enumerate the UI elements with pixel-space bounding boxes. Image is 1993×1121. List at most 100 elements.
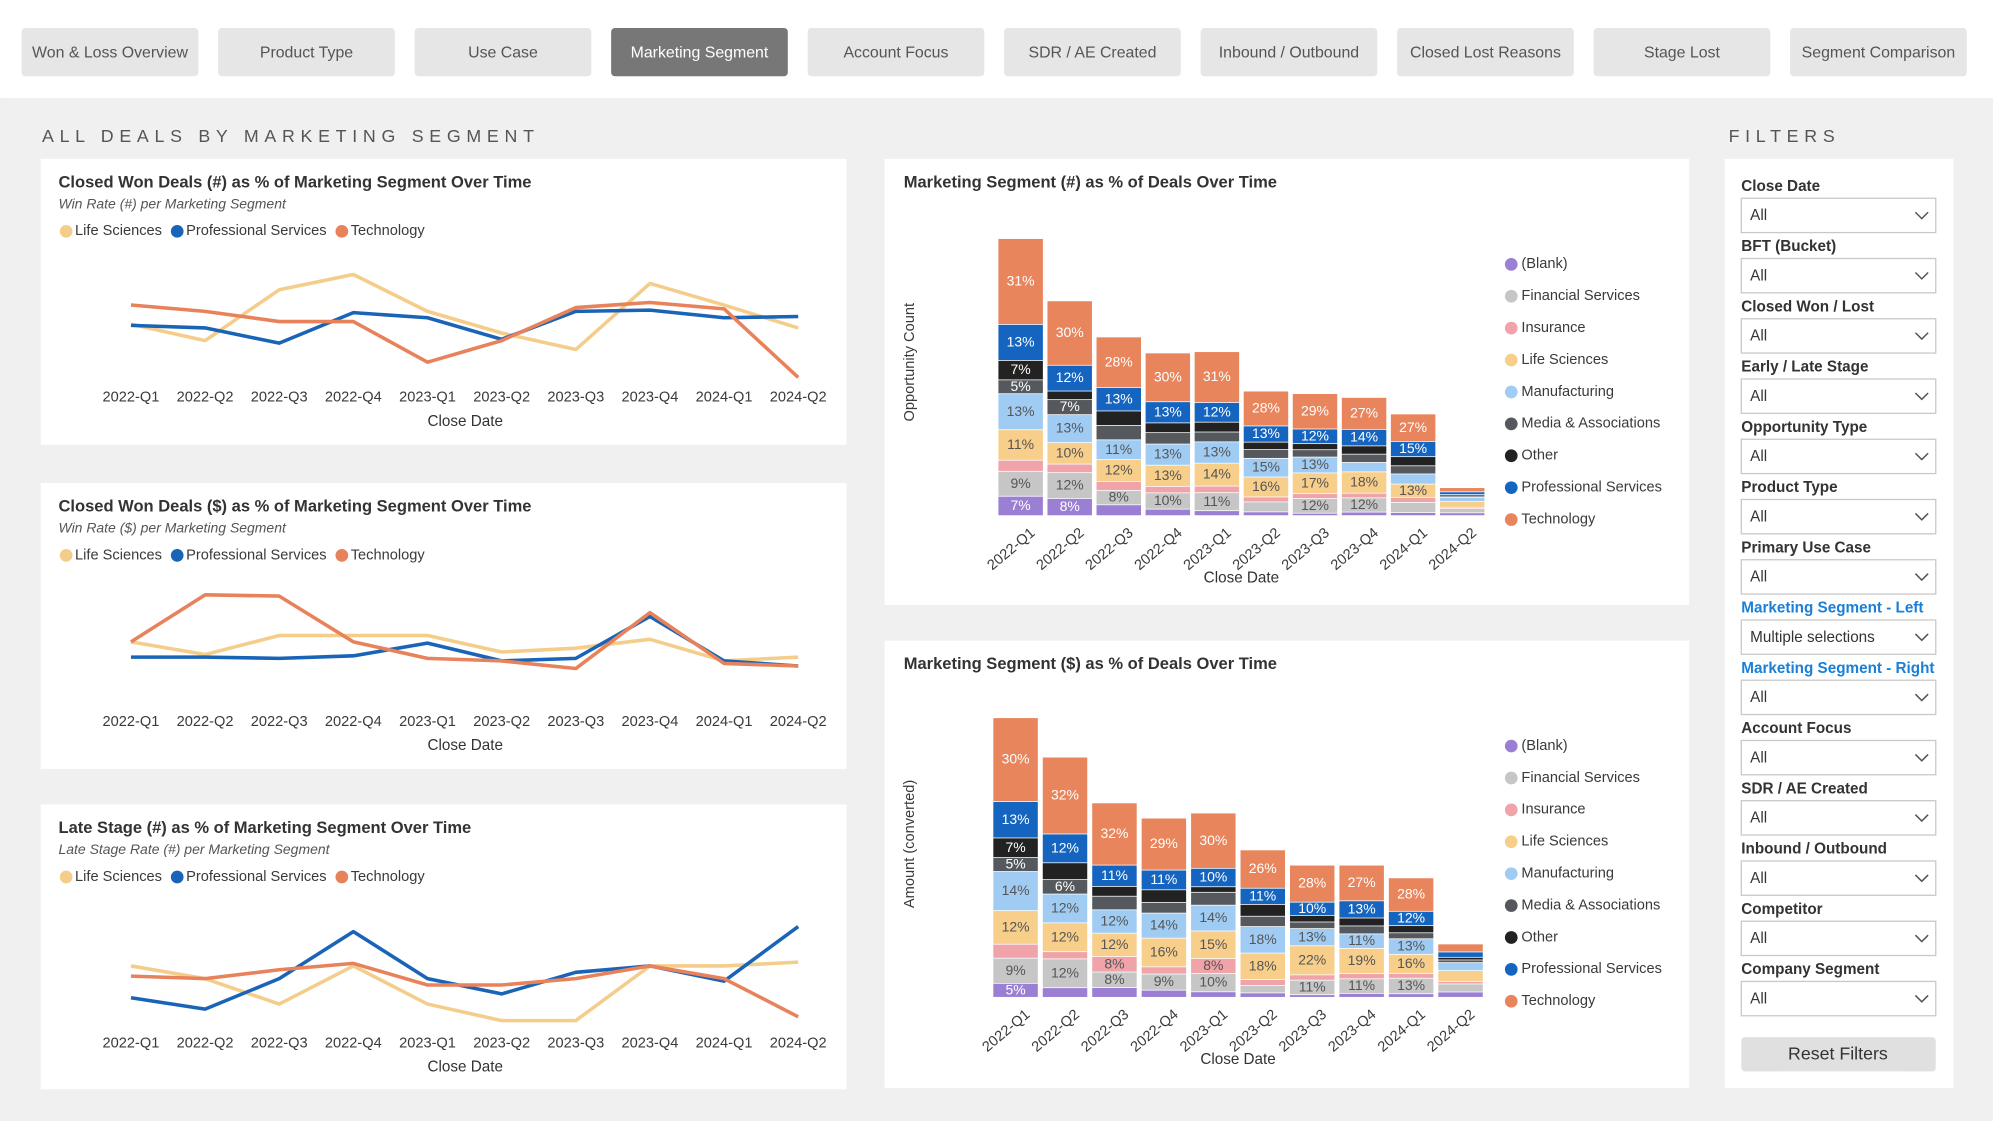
chart-subtitle: Win Rate (#) per Marketing Segment (59, 195, 287, 211)
legend-label: Life Sciences (75, 223, 162, 239)
x-tick-label: 2022-Q4 (325, 1035, 382, 1051)
data-label: 13% (1348, 901, 1376, 917)
tab[interactable] (218, 27, 395, 77)
bar-segment (1047, 464, 1092, 473)
tab-label[interactable]: Marketing Segment (631, 45, 769, 62)
tab[interactable] (1790, 27, 1967, 77)
filter-dropdown[interactable] (1740, 619, 1937, 655)
filter-value[interactable]: All (1750, 508, 1767, 525)
legend-label: Media & Associations (1521, 897, 1660, 913)
bar-segment (1339, 934, 1384, 949)
filter-dropdown[interactable] (1740, 257, 1937, 294)
data-label: 9% (1011, 475, 1031, 491)
bar-segment (1341, 429, 1387, 446)
legend-label: (Blank) (1521, 738, 1567, 754)
filter-value[interactable]: All (1750, 328, 1767, 345)
tab[interactable] (414, 27, 592, 77)
data-label: 18% (1249, 957, 1277, 973)
bar-segment (1145, 493, 1191, 509)
line-series (130, 961, 800, 1019)
tab[interactable] (1004, 27, 1181, 77)
filter-dropdown[interactable] (1740, 498, 1937, 535)
bar-segment (1141, 913, 1187, 938)
tab[interactable] (1397, 27, 1574, 77)
bar-segment (1096, 440, 1142, 460)
bar-segment (1191, 973, 1236, 992)
bar-segment (1438, 960, 1483, 963)
filter-dropdown[interactable] (1740, 860, 1937, 896)
bar-segment (1141, 990, 1187, 997)
filter-dropdown[interactable] (1740, 739, 1937, 776)
bar-segment (1042, 834, 1088, 863)
data-label: 11% (1105, 441, 1132, 457)
filter-value[interactable]: All (1750, 810, 1767, 827)
bar-segment (998, 360, 1043, 380)
tab-label[interactable]: Won & Loss Overview (32, 45, 188, 62)
card (40, 482, 847, 769)
data-label: 16% (1150, 944, 1178, 960)
legend-label: Life Sciences (1521, 352, 1608, 368)
filter-dropdown[interactable] (1740, 800, 1937, 836)
filter-dropdown[interactable] (1740, 920, 1937, 957)
filter-value[interactable]: All (1750, 388, 1767, 405)
data-label: 11% (1150, 871, 1177, 887)
dropdown-chevron (1914, 633, 1929, 642)
filter-value[interactable]: All (1750, 749, 1767, 766)
data-label: 13% (1007, 334, 1035, 350)
legend-label: Life Sciences (75, 547, 162, 563)
filter-dropdown[interactable] (1740, 679, 1937, 716)
bar-segment (1096, 505, 1142, 516)
filter-dropdown[interactable] (1740, 197, 1937, 234)
filter-value[interactable]: Multiple selections (1750, 629, 1875, 646)
filter-dropdown[interactable] (1740, 559, 1937, 595)
bar-segment (1388, 911, 1434, 926)
tab-label[interactable]: Account Focus (843, 45, 948, 62)
tab[interactable] (807, 27, 985, 77)
filter-dropdown[interactable] (1740, 980, 1937, 1017)
data-label: 12% (1301, 497, 1329, 513)
tab-label[interactable]: Stage Lost (1644, 45, 1720, 62)
bar-segment (993, 838, 1038, 858)
tab[interactable] (1200, 27, 1378, 77)
filter-value[interactable]: All (1750, 689, 1767, 706)
reset-label[interactable]: Reset Filters (1788, 1044, 1888, 1064)
tab[interactable] (21, 27, 199, 77)
filter-label: Opportunity Type (1741, 419, 1867, 436)
tab[interactable] (611, 27, 788, 77)
bar-segment (1390, 457, 1436, 466)
filter-dropdown[interactable] (1740, 318, 1937, 354)
filter-value[interactable]: All (1750, 267, 1767, 284)
filter-value[interactable]: All (1750, 207, 1767, 224)
tab-label[interactable]: Product Type (260, 45, 353, 62)
tab-label[interactable]: Use Case (468, 45, 538, 62)
filter-value[interactable]: All (1750, 569, 1767, 586)
filter-dropdown[interactable] (1740, 378, 1937, 414)
reset-button[interactable] (1741, 1037, 1936, 1072)
filter-value[interactable]: All (1750, 870, 1767, 887)
x-tick-label: 2023-Q3 (547, 714, 604, 730)
tab-label[interactable]: SDR / AE Created (1028, 45, 1156, 62)
bar-segment (1042, 952, 1088, 959)
x-tick-label: 2022-Q2 (177, 1035, 234, 1051)
card (40, 804, 847, 1090)
bar-segment (1047, 365, 1092, 391)
filter-value[interactable]: All (1750, 930, 1767, 947)
bar-segment (1292, 394, 1338, 429)
data-label: 13% (1154, 467, 1182, 483)
filter-value[interactable]: All (1750, 448, 1767, 465)
tab-label[interactable]: Segment Comparison (1802, 45, 1956, 62)
bar-segment (993, 944, 1038, 958)
x-tick-label: 2022-Q2 (177, 714, 234, 730)
data-label: 28% (1397, 886, 1425, 902)
filter-dropdown[interactable] (1740, 438, 1937, 475)
bar-segment (998, 460, 1043, 471)
tab[interactable] (1593, 27, 1771, 77)
bar-segment (1191, 892, 1236, 905)
filter-label: Inbound / Outbound (1741, 841, 1887, 858)
x-axis-title: Close Date (428, 413, 503, 430)
filter-value[interactable]: All (1750, 990, 1767, 1007)
data-label: 14% (1150, 917, 1178, 933)
tab-label[interactable]: Closed Lost Reasons (1410, 45, 1561, 62)
legend-marker (1504, 289, 1518, 303)
tab-label[interactable]: Inbound / Outbound (1219, 45, 1359, 62)
